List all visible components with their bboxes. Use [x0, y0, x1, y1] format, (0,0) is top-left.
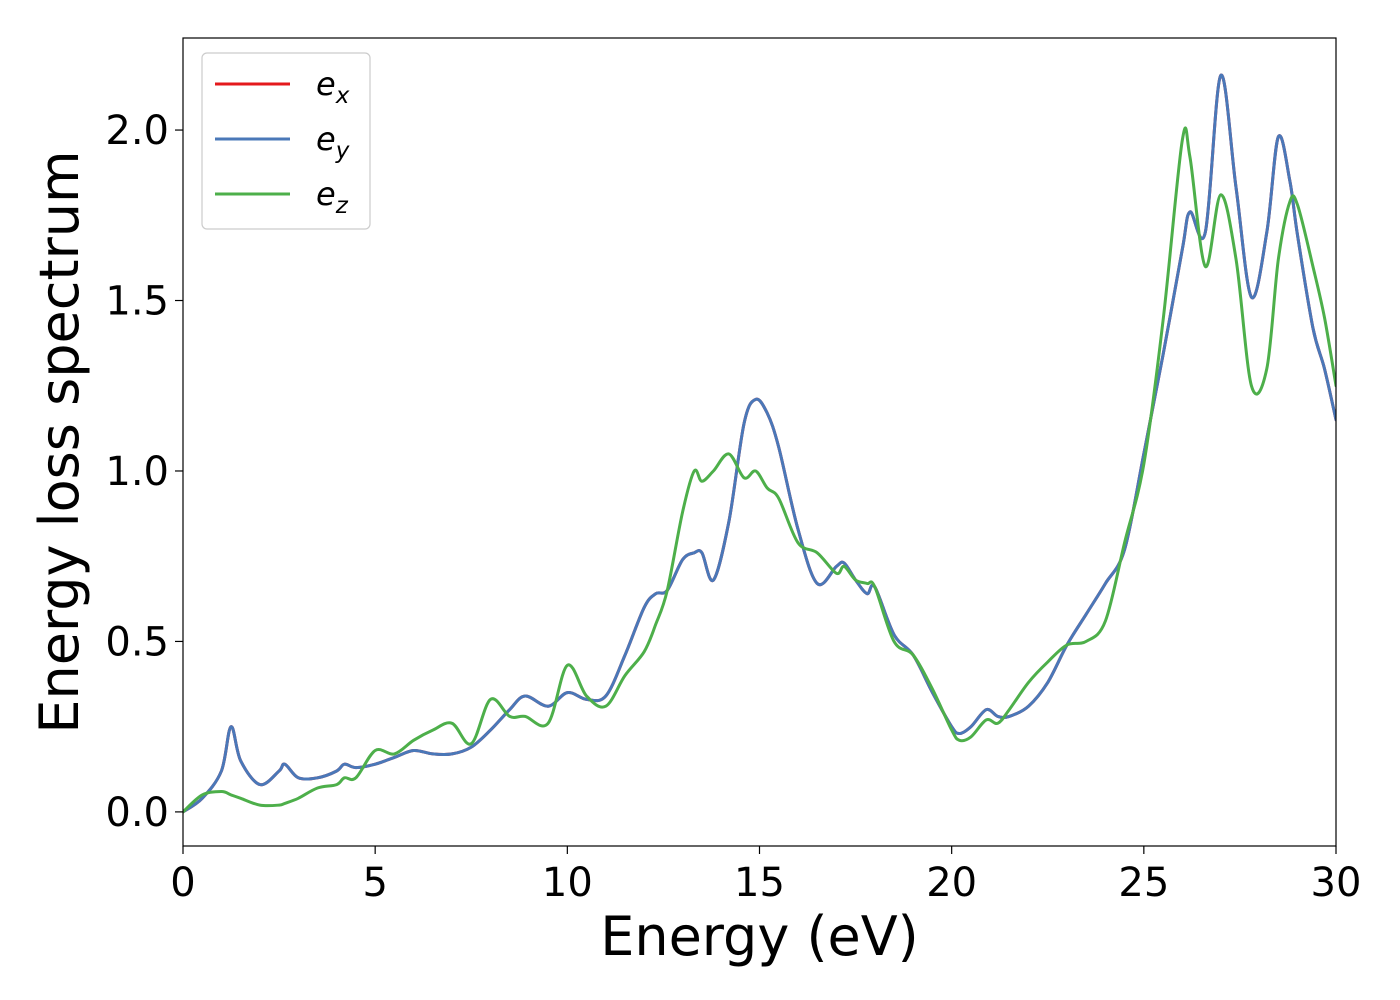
y-axis: 0.0 0.5 1.0 1.5 2.0 — [105, 108, 183, 836]
x-tick-label: 5 — [362, 860, 387, 906]
x-tick-label: 25 — [1118, 860, 1169, 906]
legend: ex ey ez — [201, 52, 371, 230]
y-tick-label: 0.0 — [105, 790, 169, 836]
y-tick-label: 1.5 — [105, 279, 169, 325]
y-tick-label: 0.5 — [105, 619, 169, 665]
x-tick-label: 30 — [1311, 860, 1362, 906]
y-tick-label: 1.0 — [105, 449, 169, 495]
x-tick-label: 10 — [542, 860, 593, 906]
x-axis: 0 5 10 15 20 25 30 — [170, 846, 1361, 906]
y-tick-label: 2.0 — [105, 108, 169, 154]
legend-label-z: ez — [316, 175, 349, 219]
x-tick-label: 20 — [926, 860, 977, 906]
x-tick-label: 0 — [170, 860, 195, 906]
legend-label-y: ey — [316, 120, 350, 164]
legend-box — [201, 52, 371, 230]
x-tick-label: 15 — [734, 860, 785, 906]
y-axis-label: Energy loss spectrum — [28, 150, 91, 733]
series-layer — [183, 73, 1336, 814]
x-axis-label: Energy (eV) — [600, 905, 919, 968]
series-line-z — [183, 126, 1336, 814]
legend-label-x: ex — [316, 65, 350, 109]
series-line-y — [183, 73, 1336, 814]
